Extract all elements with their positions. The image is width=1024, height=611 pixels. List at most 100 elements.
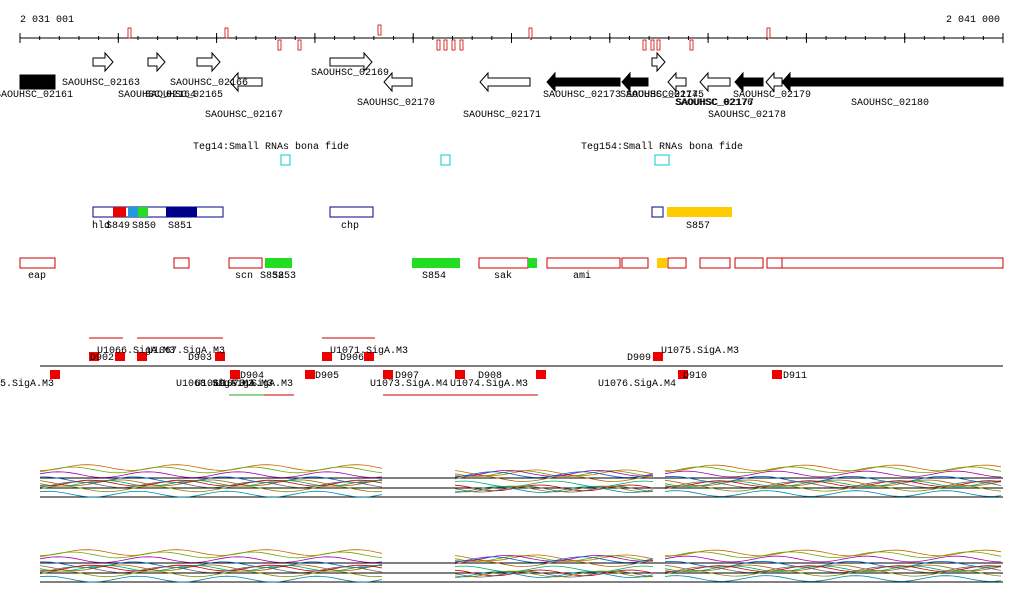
expression-trace	[39, 471, 383, 478]
expression-trace	[39, 556, 383, 563]
promoter-label: U1075.SigA.M3	[661, 345, 739, 357]
ruler-site	[650, 39, 655, 51]
gene	[92, 51, 114, 73]
expression-trace	[664, 551, 1002, 558]
promoter-mark	[115, 352, 125, 361]
gene-label: SAOUHSC_02169	[311, 68, 389, 79]
gene-label: SAOUHSC_02167	[205, 110, 283, 121]
promoter-mark	[364, 352, 374, 361]
ruler-site	[459, 39, 464, 51]
srna-label: Teg154:Small RNAs bona fide	[581, 141, 743, 153]
promoter-label: D908	[478, 371, 502, 382]
expression-trace	[454, 475, 654, 482]
promoter-mark	[772, 370, 782, 379]
feature-fill	[657, 258, 667, 268]
region	[667, 207, 732, 217]
gene-label: SAOUHSC_02163	[62, 78, 140, 89]
feature	[173, 257, 190, 269]
gene	[765, 71, 783, 93]
expression-trace	[39, 466, 383, 474]
promoter-mark	[653, 352, 663, 361]
region	[651, 206, 664, 218]
gene	[781, 71, 1004, 93]
feature	[699, 257, 731, 269]
gene-label: SAOUHSC_02170	[357, 98, 435, 109]
feature	[19, 257, 56, 269]
feature-fill	[265, 258, 292, 268]
expression-trace	[664, 490, 1002, 497]
expression-trace	[39, 575, 383, 583]
gene	[147, 51, 166, 73]
srna	[440, 154, 451, 166]
feature	[621, 257, 649, 269]
gene	[734, 71, 764, 93]
gene	[621, 71, 649, 93]
promoter-mark	[50, 370, 60, 379]
feature-label: eap	[28, 271, 46, 282]
gene-label: SAOUHSC_02178	[708, 110, 786, 121]
expression-trace	[39, 564, 383, 572]
promoter-label: U1069.SigA.M3	[195, 378, 273, 390]
feature-label: S854	[422, 271, 446, 282]
promoter-label: D905	[315, 371, 339, 382]
promoter-label: D907	[395, 371, 419, 382]
promoter-label: D903	[188, 353, 212, 364]
expression-trace	[664, 555, 1002, 563]
promoter-mark	[137, 352, 147, 361]
promoter-mark	[230, 370, 240, 379]
ruler-site	[443, 39, 448, 51]
promoter-label: U1070.SigA.M3	[215, 378, 293, 390]
region-seg	[166, 207, 197, 217]
gene-label: SAOUHSC_02161	[0, 90, 73, 101]
gene	[546, 71, 621, 93]
gene-label: SAOUHSC_02176	[675, 98, 753, 109]
gene-label: SAOUHSC_02175	[626, 90, 704, 101]
expression-trace	[39, 564, 383, 572]
expression-trace	[454, 485, 654, 493]
expression-trace	[664, 565, 1002, 572]
promoter-label: U1074.SigA.M3	[450, 378, 528, 390]
promoter-label: D906	[340, 353, 364, 364]
expression-trace	[664, 481, 1002, 488]
promoter-mark	[322, 352, 332, 361]
feature-label: ami	[573, 270, 591, 282]
ruler-site	[127, 27, 132, 39]
gene	[651, 51, 666, 73]
ruler-site	[528, 27, 533, 39]
region-seg	[138, 207, 148, 217]
gene	[699, 71, 731, 93]
promoter-mark	[305, 370, 315, 379]
ruler-site	[436, 39, 441, 51]
expression-trace	[39, 481, 383, 488]
gene-label: SAOUHSC_02177	[676, 98, 754, 109]
expression-trace	[39, 490, 383, 498]
promoter-label: D904	[240, 371, 264, 382]
expression-trace	[454, 480, 654, 488]
region-label: S851	[168, 221, 192, 232]
promoter-label: D911	[783, 371, 807, 382]
feature	[766, 257, 783, 269]
gene	[329, 51, 373, 73]
feature-label: S852	[260, 271, 284, 282]
feature	[667, 257, 687, 269]
feature	[478, 257, 529, 269]
region-label: chp	[341, 220, 359, 232]
gene-label: SAOUHSC_02180	[851, 98, 929, 109]
feature	[546, 257, 621, 269]
promoter-label: U1067.SigA.M3	[147, 345, 225, 357]
ruler-end: 2 041 000	[946, 15, 1000, 26]
feature	[781, 257, 1004, 269]
expression-trace	[454, 556, 654, 563]
expression-trace	[454, 486, 654, 493]
feature-fill	[412, 258, 460, 268]
expression-trace	[454, 560, 654, 567]
expression-trace	[664, 466, 1002, 473]
promoter-label: U1071.SigA.M3	[330, 345, 408, 357]
expression-trace	[454, 565, 654, 573]
promoter-mark	[215, 352, 225, 361]
feature	[734, 257, 764, 269]
gene	[383, 71, 413, 93]
gene	[667, 71, 687, 93]
promoter-mark	[89, 352, 99, 361]
